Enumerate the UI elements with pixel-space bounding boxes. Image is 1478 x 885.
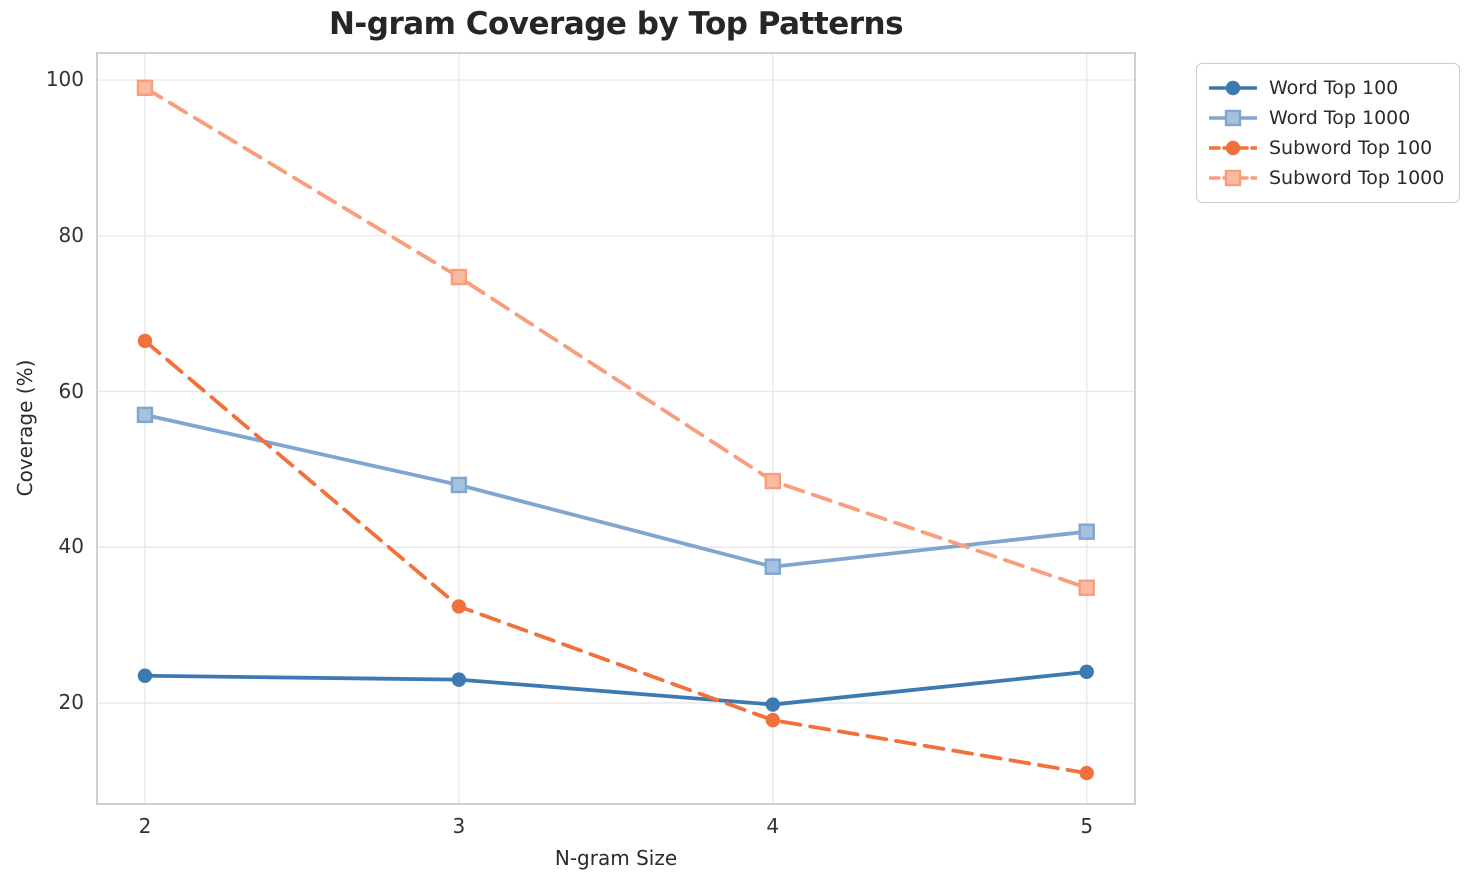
- data-point-marker: [1078, 579, 1095, 596]
- x-tick-label: 3: [452, 814, 466, 838]
- series-line: [143, 338, 1089, 775]
- data-point-marker: [765, 712, 781, 728]
- data-point-marker: [764, 558, 782, 575]
- data-point-marker: [136, 406, 154, 424]
- legend-item: Subword Top 1000: [1209, 163, 1445, 193]
- x-tick-label: 2: [138, 814, 152, 838]
- series-line: [143, 85, 1089, 590]
- legend-label: Subword Top 1000: [1269, 167, 1445, 189]
- data-series: [136, 79, 1095, 781]
- data-point-marker: [137, 333, 153, 349]
- legend-item: Word Top 100: [1209, 73, 1445, 103]
- data-point-marker: [1079, 765, 1094, 781]
- y-tick-label: 80: [58, 222, 84, 247]
- data-point-marker: [764, 472, 782, 490]
- data-point-marker: [451, 599, 467, 614]
- data-point-marker: [137, 668, 153, 683]
- data-point-marker: [765, 697, 781, 712]
- legend-label: Word Top 1000: [1269, 107, 1411, 129]
- legend-label: Word Top 100: [1269, 77, 1399, 99]
- legend-swatch: [1209, 140, 1257, 156]
- series-line: [143, 412, 1089, 569]
- legend-swatch: [1209, 109, 1257, 127]
- plot-area: [96, 52, 1136, 805]
- x-tick-label: 5: [1080, 814, 1094, 838]
- legend-swatch: [1209, 80, 1257, 96]
- data-point-marker: [1079, 664, 1094, 680]
- legend-label: Subword Top 100: [1269, 137, 1433, 159]
- legend: Word Top 100 Word Top 1000 Subword Top 100…: [1196, 63, 1460, 203]
- legend-item: Word Top 1000: [1209, 103, 1445, 133]
- data-point-marker: [450, 476, 468, 494]
- data-point-marker: [1078, 523, 1095, 540]
- y-tick-label: 100: [45, 67, 84, 92]
- data-point-marker: [450, 268, 468, 286]
- legend-swatch: [1209, 169, 1257, 187]
- y-tick-label: 40: [58, 534, 84, 559]
- series-line: [143, 669, 1089, 707]
- x-axis-label: N-gram Size: [554, 846, 678, 870]
- legend-item: Subword Top 100: [1209, 133, 1445, 163]
- gridlines: [98, 54, 1134, 803]
- plot-border: [96, 52, 1136, 805]
- y-tick-label: 60: [58, 378, 84, 403]
- data-point-marker: [136, 79, 154, 97]
- data-point-marker: [451, 672, 467, 687]
- chart-title: N-gram Coverage by Top Patterns: [328, 6, 904, 42]
- x-tick-label: 4: [766, 814, 780, 838]
- y-tick-label: 20: [58, 689, 84, 714]
